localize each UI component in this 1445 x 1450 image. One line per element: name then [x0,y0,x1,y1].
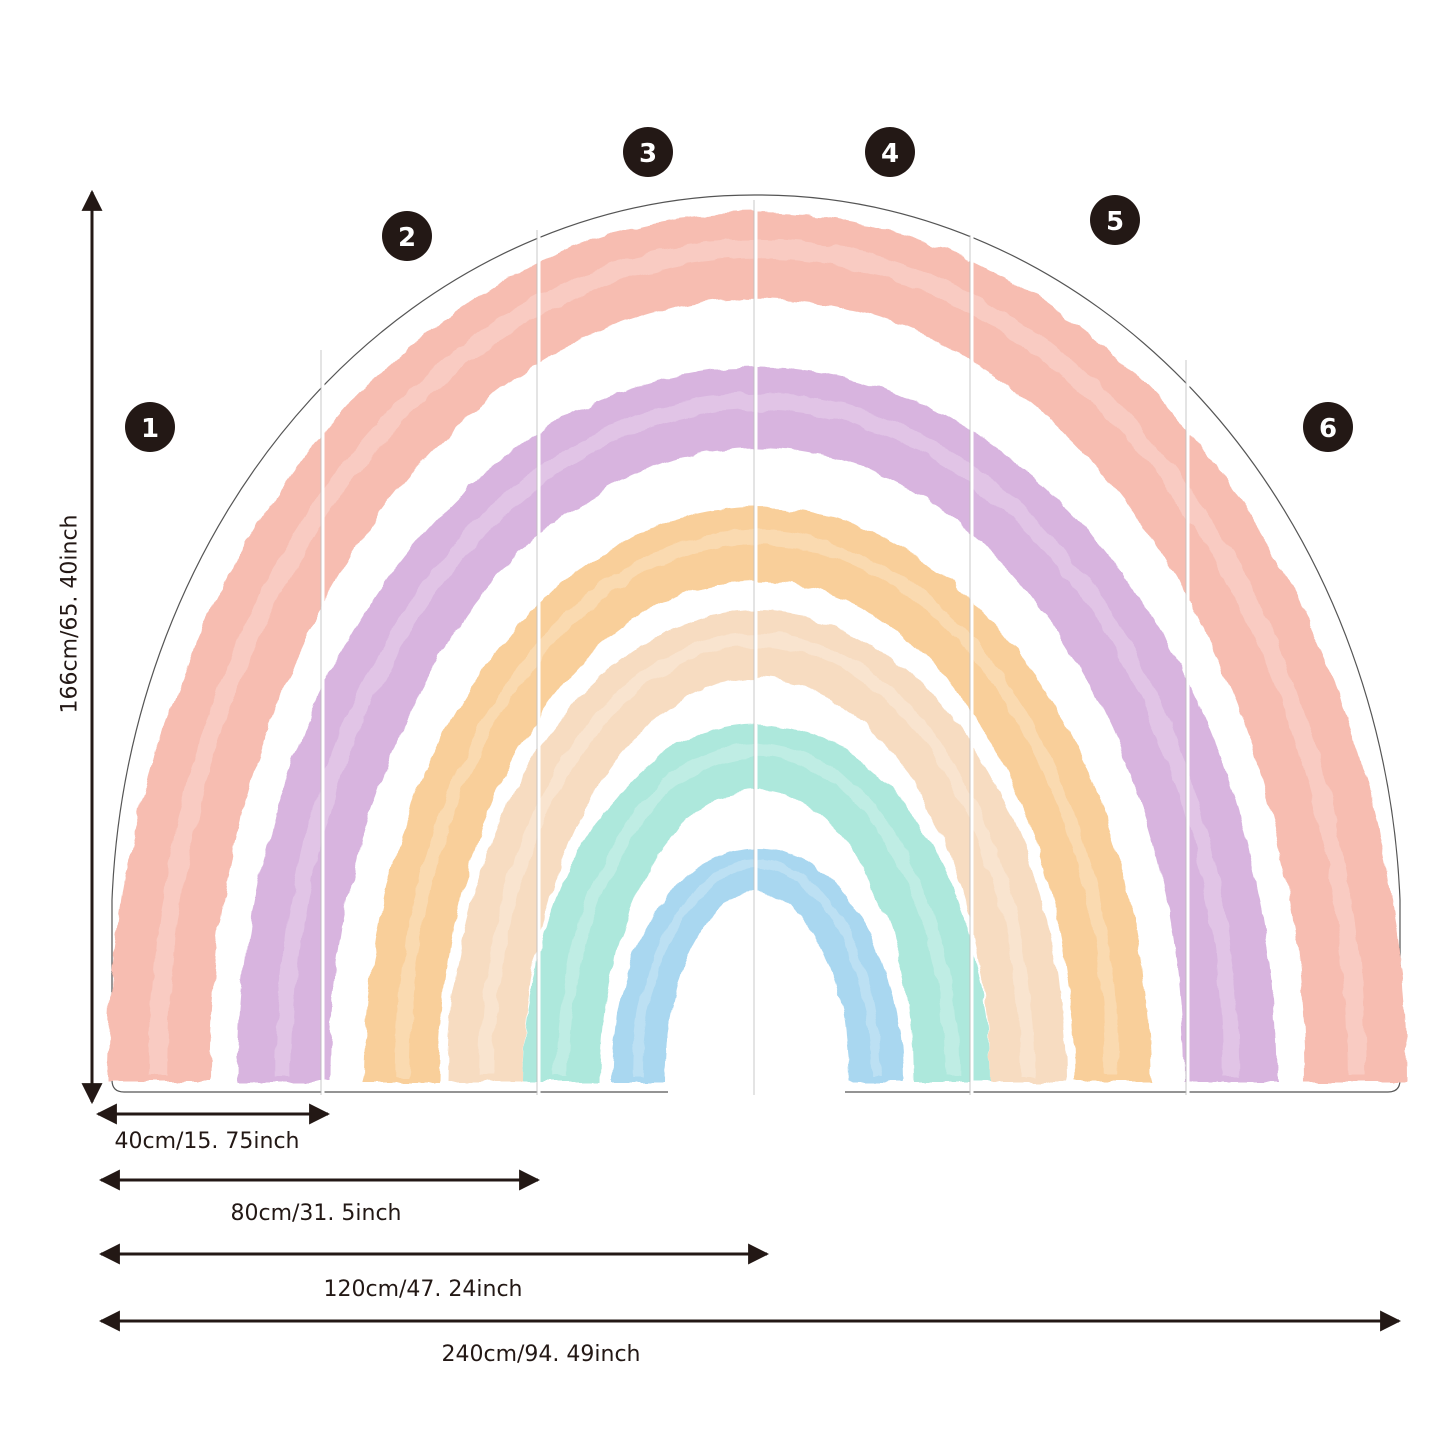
panel-badge-6: 6 [1303,402,1353,452]
height-dimension-label: 166cm/65. 40inch [57,514,83,714]
width-240cm-label: 240cm/94. 49inch [441,1342,641,1367]
width-40cm-label: 40cm/15. 75inch [114,1129,300,1154]
badge-number: 4 [881,139,899,169]
panel-cut-lines-outline [320,200,1187,1095]
rainbow-bands [107,212,1407,1082]
panel-badge-4: 4 [865,127,915,177]
band-pink [107,212,1407,1082]
band-peach [448,612,1066,1082]
badge-number: 5 [1106,207,1124,237]
badge-number: 2 [398,223,416,253]
band-lavender [237,367,1277,1082]
width-80cm-label: 80cm/31. 5inch [230,1201,402,1226]
panel-badge-1: 1 [125,402,175,452]
badge-number: 3 [639,139,657,169]
panel-badge-3: 3 [623,127,673,177]
panel-badge-5: 5 [1090,195,1140,245]
decal-outline [111,194,1401,1093]
badge-number: 6 [1319,414,1337,444]
width-120cm-label: 120cm/47. 24inch [323,1277,523,1302]
badge-number: 1 [141,414,159,444]
panel-cut-lines [321,200,1190,1095]
panel-badge-2: 2 [382,211,432,261]
band-orange [364,507,1150,1082]
